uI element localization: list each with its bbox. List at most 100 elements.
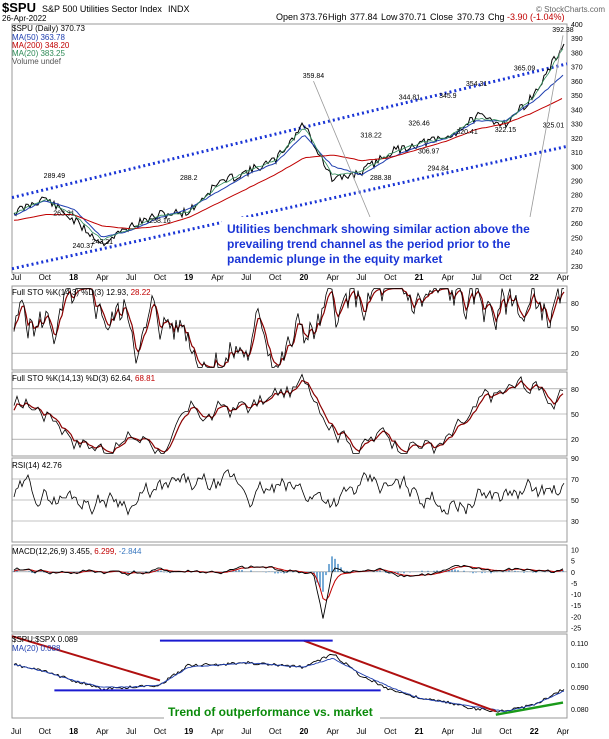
sto1-d-line bbox=[13, 287, 565, 368]
callout-pointer bbox=[313, 80, 371, 218]
legend-price: $SPU (Daily) 370.73 bbox=[12, 24, 85, 33]
y-tick-label: 330 bbox=[571, 122, 583, 129]
ratio-callout-box bbox=[164, 703, 380, 720]
x-axis-label: Jul bbox=[241, 727, 251, 736]
price-data-label: 240.37 bbox=[72, 243, 94, 250]
ratio-uptrend-line bbox=[495, 701, 564, 716]
y-tick-label: 360 bbox=[571, 79, 583, 86]
price-data-label: 325.01 bbox=[543, 123, 565, 130]
y-tick-label: 400 bbox=[571, 22, 583, 29]
x-axis-label: 20 bbox=[299, 727, 308, 736]
callout-line-1: Utilities benchmark showing similar acti… bbox=[227, 222, 530, 236]
y-tick-label: 10 bbox=[571, 547, 579, 554]
y-tick-label: 340 bbox=[571, 107, 583, 114]
x-axis-label: Jul bbox=[126, 273, 136, 282]
close-label: Close bbox=[430, 12, 453, 22]
x-axis-label: Apr bbox=[326, 727, 339, 736]
callout-text: Utilities benchmark showing similar acti… bbox=[227, 222, 530, 266]
price-data-label: 345.9 bbox=[439, 93, 457, 100]
y-tick-label: 0 bbox=[571, 570, 575, 577]
x-axis-label: 21 bbox=[415, 273, 424, 282]
y-tick-label: 300 bbox=[571, 164, 583, 171]
ma200-series bbox=[13, 98, 563, 230]
x-axis-label: Oct bbox=[384, 273, 397, 282]
x-axis-label: Jul bbox=[472, 727, 482, 736]
x-axis-label: Apr bbox=[442, 727, 455, 736]
y-tick-label: 20 bbox=[571, 437, 579, 444]
x-axis-label: Oct bbox=[499, 273, 512, 282]
sto1-k-line bbox=[13, 288, 564, 369]
price-data-label: 289.49 bbox=[44, 173, 66, 180]
y-tick-label: 270 bbox=[571, 207, 583, 214]
price-data-label: 365.09 bbox=[514, 66, 536, 73]
sto2-legend: Full STO %K(14,13) %D(3) 62.64, 68.81 bbox=[12, 374, 156, 383]
y-tick-label: 0.090 bbox=[571, 685, 589, 692]
y-tick-label: 0.110 bbox=[571, 641, 588, 648]
price-data-label: 344.81 bbox=[399, 95, 421, 102]
low-label: Low bbox=[381, 12, 398, 22]
chg-value: -3.90 (-1.04%) bbox=[507, 12, 565, 22]
x-axis-label: 19 bbox=[184, 273, 193, 282]
callout-line-2: prevailing trend channel as the period p… bbox=[227, 237, 511, 251]
low-value: 370.71 bbox=[399, 12, 427, 22]
callout-pointer bbox=[529, 35, 564, 218]
y-tick-label: 0.080 bbox=[571, 707, 589, 714]
price-data-label: 288.2 bbox=[180, 175, 198, 182]
open-label: Open bbox=[276, 12, 298, 22]
x-axis-label: Jul bbox=[241, 273, 251, 282]
panel-frame-4 bbox=[11, 544, 568, 633]
y-tick-label: 240 bbox=[571, 250, 583, 257]
y-tick-label: 280 bbox=[571, 193, 583, 200]
high-label: High bbox=[328, 12, 347, 22]
price-series bbox=[13, 43, 565, 247]
ma20-series bbox=[13, 48, 564, 241]
x-axis-label: Oct bbox=[154, 273, 167, 282]
y-tick-label: 30 bbox=[571, 519, 579, 526]
ratio-legend-1: $SPU:$SPX 0.089 bbox=[12, 635, 78, 644]
y-tick-label: 320 bbox=[571, 136, 583, 143]
y-tick-label: 50 bbox=[571, 326, 579, 333]
exchange-label: INDX bbox=[168, 4, 190, 14]
ma50-series bbox=[13, 74, 564, 238]
sto1-legend: Full STO %K(14,3) %D(3) 12.93, 28.22 bbox=[12, 288, 151, 297]
x-axis-label: 22 bbox=[530, 727, 539, 736]
x-axis-label: Oct bbox=[154, 727, 167, 736]
y-tick-label: -25 bbox=[571, 626, 581, 633]
x-axis-label: Apr bbox=[557, 273, 570, 282]
y-tick-label: 250 bbox=[571, 235, 583, 242]
symbol-title: $SPU bbox=[2, 0, 36, 15]
macd-legend: MACD(12,26,9) 3.455, 6.299, -2.844 bbox=[12, 547, 142, 556]
legend-ma50: MA(50) 363.78 bbox=[12, 33, 65, 42]
price-data-label: 243.21 bbox=[92, 239, 114, 246]
y-tick-label: 290 bbox=[571, 179, 583, 186]
chart-date: 26-Apr-2022 bbox=[2, 14, 47, 23]
y-tick-label: 390 bbox=[571, 36, 583, 43]
watermark: © StockCharts.com bbox=[536, 5, 605, 14]
ratio-ma-line bbox=[13, 657, 565, 712]
x-axis-label: Oct bbox=[384, 727, 397, 736]
price-data-label: 320.41 bbox=[456, 129, 478, 136]
price-data-label: 258.16 bbox=[149, 218, 171, 225]
open-value: 373.76 bbox=[300, 12, 328, 22]
high-value: 377.84 bbox=[350, 12, 378, 22]
x-axis-label: 22 bbox=[530, 273, 539, 282]
price-data-label: 359.84 bbox=[303, 73, 325, 80]
x-axis-label: 18 bbox=[69, 273, 78, 282]
x-axis-label: Jul bbox=[11, 727, 21, 736]
y-tick-label: 0.100 bbox=[571, 663, 589, 670]
y-tick-label: -20 bbox=[571, 614, 581, 621]
panel-frame-0 bbox=[11, 23, 568, 274]
legend-ma20: MA(20) 383.25 bbox=[12, 49, 65, 58]
y-tick-label: 370 bbox=[571, 65, 583, 72]
y-tick-label: 20 bbox=[571, 351, 579, 358]
y-tick-label: 50 bbox=[571, 498, 579, 505]
trend-channel-upper bbox=[11, 62, 568, 200]
ohlc-readout: Open 373.76 High 377.84 Low 370.71 Close… bbox=[276, 12, 565, 22]
macd-line bbox=[13, 564, 564, 619]
y-tick-label: 310 bbox=[571, 150, 583, 157]
x-axis-label: Jul bbox=[356, 727, 366, 736]
y-tick-label: 90 bbox=[571, 456, 579, 463]
rsi-legend: RSI(14) 42.76 bbox=[12, 461, 62, 470]
y-tick-label: 80 bbox=[571, 301, 579, 308]
y-tick-label: 5 bbox=[571, 559, 575, 566]
